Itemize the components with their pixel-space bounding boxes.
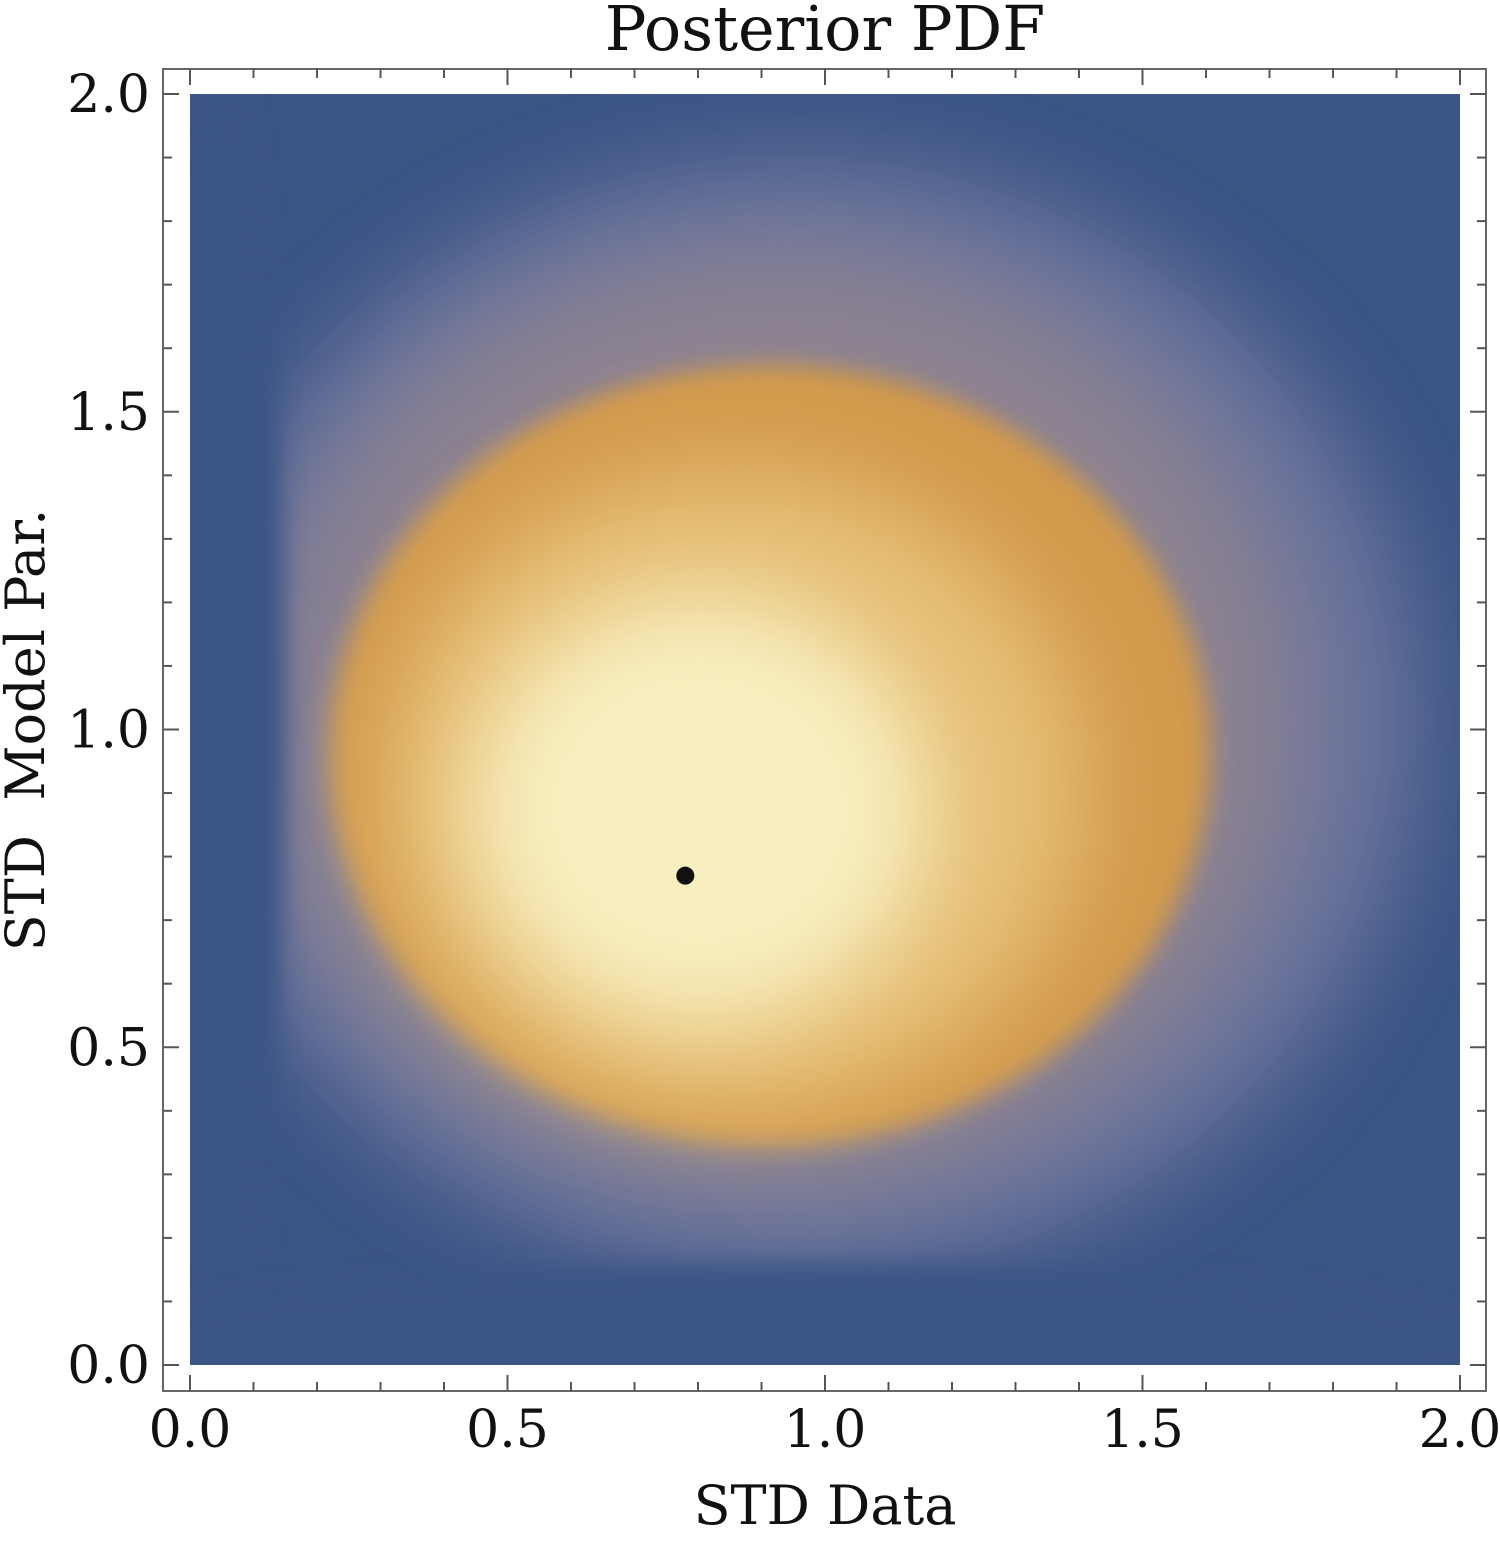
density-bright-core [470,595,930,1025]
y-tick-label: 2.0 [67,65,150,125]
posterior-peak-point [676,866,695,885]
y-tick-label: 0.0 [67,1336,150,1396]
x-axis-label: STD Data [694,1474,957,1537]
x-tick-label: 0.5 [466,1400,549,1460]
density-edge-bottom [190,1265,1460,1365]
y-tick-label: 1.0 [67,701,150,761]
x-tick-label: 1.5 [1101,1400,1184,1460]
x-tick-label: 1.0 [784,1400,867,1460]
chart-title: Posterior PDF [605,0,1046,65]
x-tick-label: 0.0 [149,1400,232,1460]
density-edge-left [190,94,285,1365]
heatmap-density [190,94,1460,1365]
axis-ticks [163,69,1486,1391]
y-tick-labels: 0.0 0.5 1.0 1.5 2.0 [67,65,150,1396]
y-tick-label: 0.5 [67,1018,150,1078]
y-axis-label: STD Model Par. [0,509,57,952]
y-tick-label: 1.5 [67,383,150,443]
x-tick-label: 2.0 [1419,1400,1500,1460]
x-tick-labels: 0.0 0.5 1.0 1.5 2.0 [149,1400,1500,1460]
peak-layer [676,866,695,885]
